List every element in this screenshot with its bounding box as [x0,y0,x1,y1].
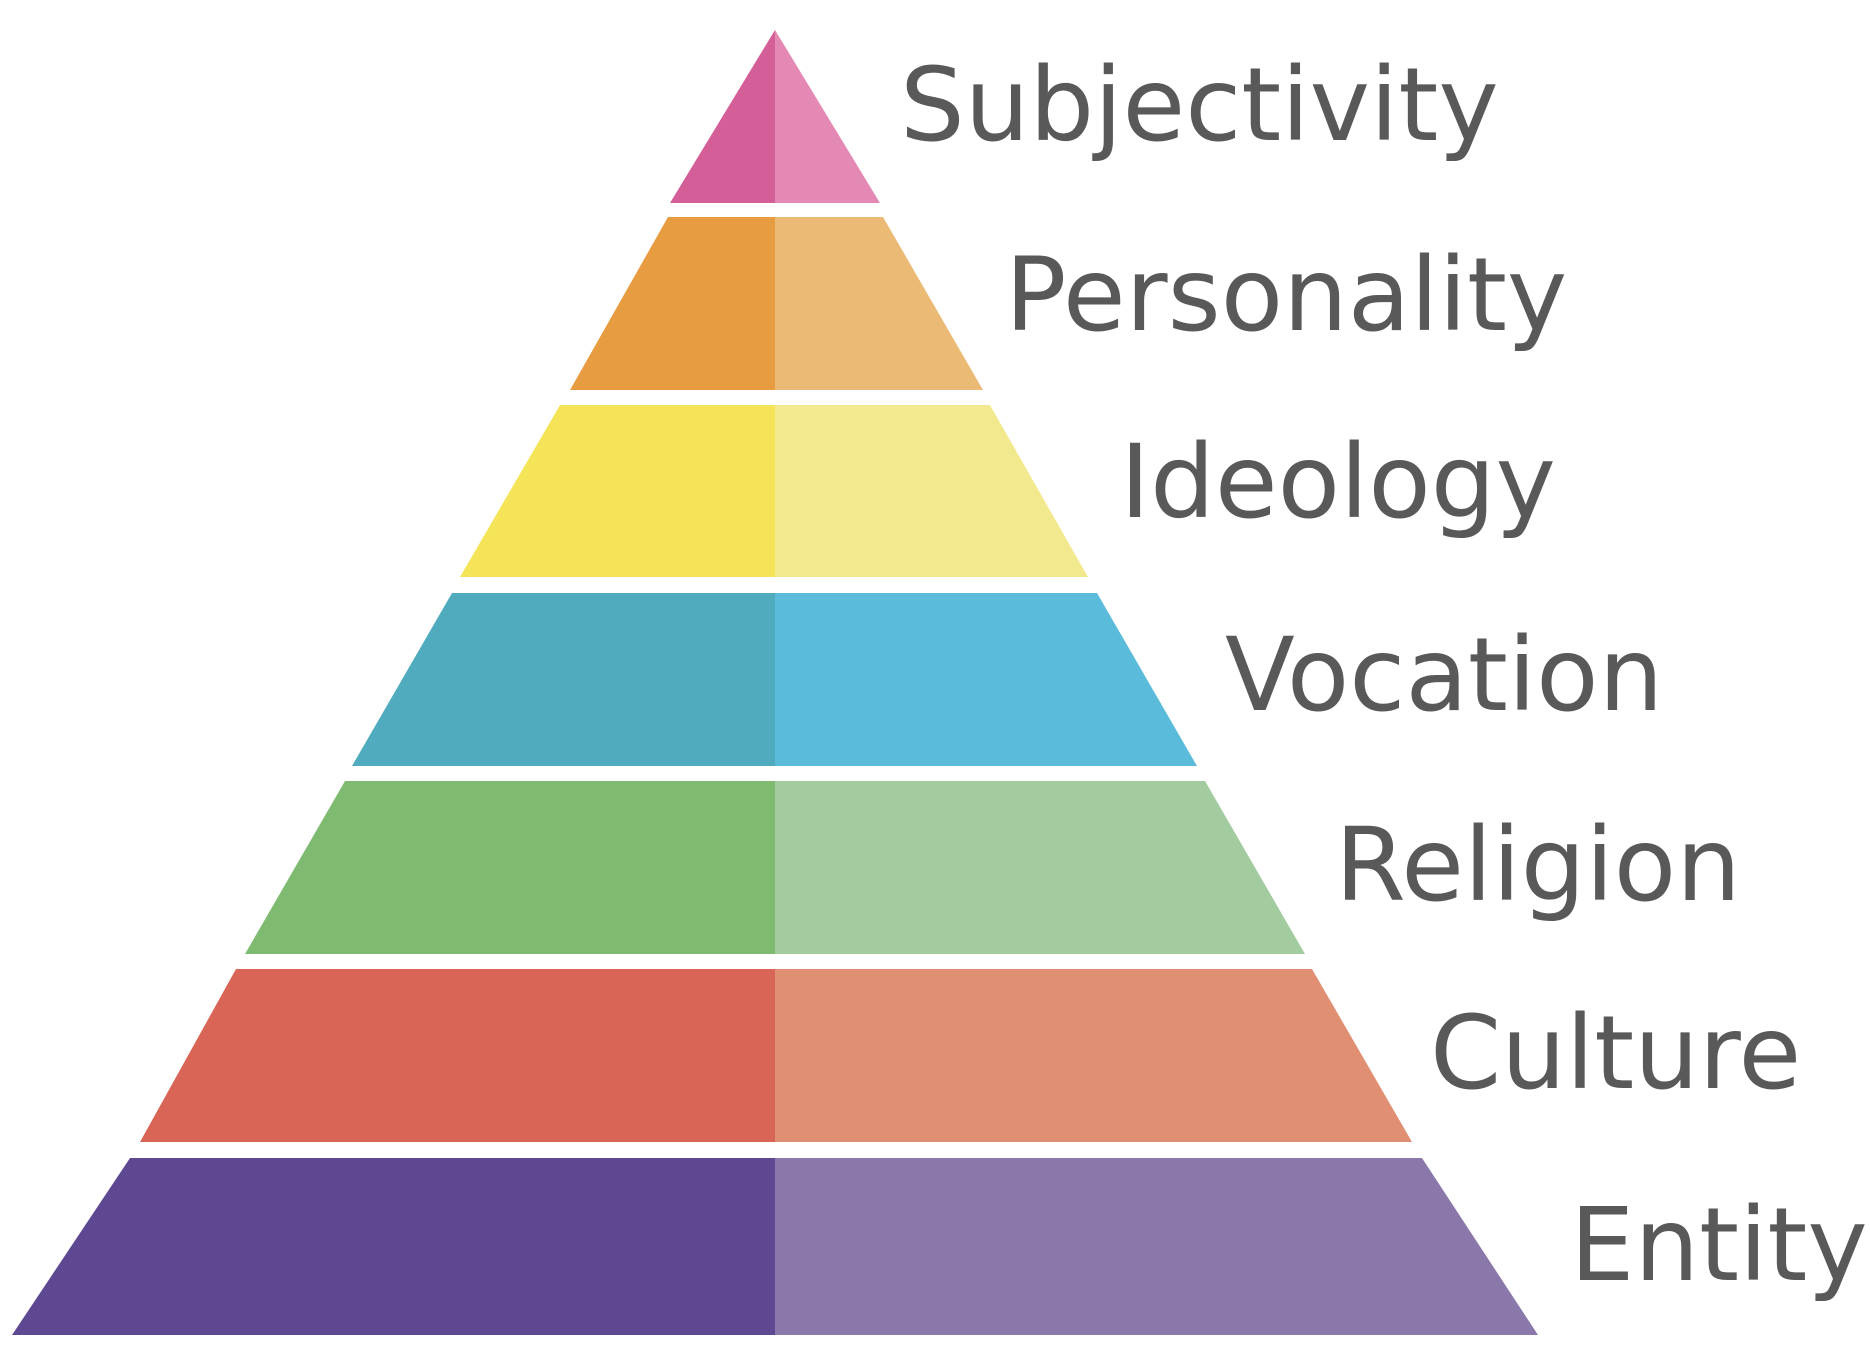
tier-vocation-left-half [352,593,775,766]
tier-personality-left-half [570,217,775,390]
tier-entity-right-half [775,1158,1538,1335]
tier-religion-right-half [775,781,1305,954]
tier-personality [570,217,983,390]
tier-labels: Subjectivity Personality Ideology Vocation R… [900,46,1868,1305]
tier-culture-left-half [140,969,775,1142]
tier-ideology-left-half [460,405,775,577]
pyramid-tiers [12,30,1538,1335]
tier-religion [245,781,1305,954]
tier-vocation-right-half [775,593,1197,766]
tier-entity-left-half [12,1158,775,1335]
tier-subjectivity-left-half [670,30,775,203]
tier-ideology [460,405,1088,577]
tier-ideology-right-half [775,405,1088,577]
tier-vocation [352,593,1197,766]
tier-label-vocation: Vocation [1225,616,1663,735]
tier-subjectivity-right-half [775,30,880,203]
tier-religion-left-half [245,781,775,954]
tier-culture [140,969,1412,1142]
tier-personality-right-half [775,217,983,390]
tier-label-subjectivity: Subjectivity [900,46,1499,165]
tier-label-personality: Personality [1005,236,1567,355]
tier-culture-right-half [775,969,1412,1142]
tier-entity [12,1158,1538,1335]
tier-label-religion: Religion [1335,806,1741,925]
tier-label-culture: Culture [1430,994,1801,1113]
tier-label-entity: Entity [1570,1186,1868,1305]
tier-label-ideology: Ideology [1120,423,1556,542]
tier-subjectivity [670,30,880,203]
